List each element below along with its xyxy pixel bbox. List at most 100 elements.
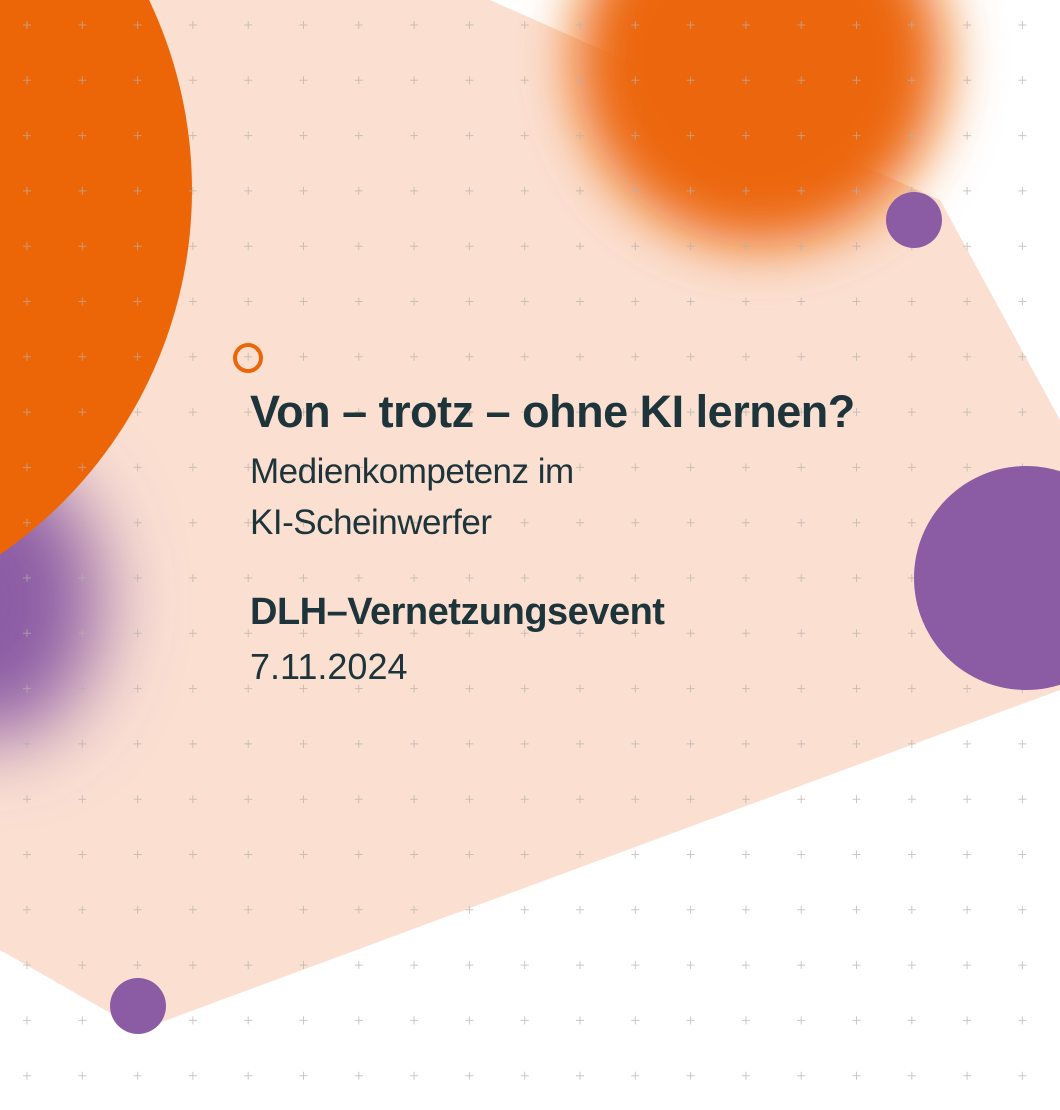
plus-mark bbox=[244, 297, 253, 306]
plus-mark bbox=[23, 463, 31, 472]
plus-mark bbox=[354, 1016, 363, 1025]
plus-mark bbox=[133, 242, 142, 251]
plus-mark bbox=[299, 131, 308, 140]
plus-mark bbox=[1018, 739, 1027, 748]
plus-mark bbox=[631, 186, 640, 195]
plus-mark bbox=[1018, 1016, 1027, 1025]
plus-mark bbox=[852, 795, 861, 804]
plus-mark bbox=[907, 629, 916, 638]
plus-mark bbox=[797, 352, 806, 361]
plus-mark bbox=[852, 961, 861, 970]
purple-dot-top-right bbox=[886, 192, 942, 248]
plus-mark bbox=[963, 463, 972, 472]
plus-mark bbox=[963, 795, 972, 804]
plus-mark bbox=[133, 76, 142, 85]
poster-subtitle-line1: Medienkompetenz im bbox=[250, 452, 574, 491]
plus-mark bbox=[576, 131, 584, 140]
plus-mark bbox=[631, 1071, 640, 1080]
plus-mark bbox=[188, 76, 197, 85]
plus-mark bbox=[686, 297, 695, 306]
plus-mark bbox=[907, 1016, 916, 1025]
plus-mark bbox=[354, 739, 363, 748]
plus-mark bbox=[907, 1071, 916, 1080]
plus-mark bbox=[797, 21, 806, 29]
plus-mark bbox=[78, 905, 87, 914]
plus-mark bbox=[299, 21, 308, 29]
plus-mark bbox=[852, 574, 861, 582]
plus-mark bbox=[907, 352, 916, 361]
plus-mark bbox=[188, 242, 197, 251]
plus-mark bbox=[410, 131, 419, 140]
plus-mark bbox=[576, 629, 584, 638]
plus-mark bbox=[576, 905, 584, 914]
plus-mark bbox=[133, 739, 142, 748]
plus-mark bbox=[520, 1071, 529, 1080]
plus-mark bbox=[576, 242, 584, 251]
plus-mark bbox=[797, 961, 806, 970]
plus-mark bbox=[465, 739, 474, 748]
plus-mark bbox=[631, 850, 640, 859]
plus-mark bbox=[354, 352, 363, 361]
poster-subtitle-line2: KI-Scheinwerfer bbox=[250, 503, 492, 542]
plus-mark bbox=[78, 961, 87, 970]
plus-mark bbox=[244, 905, 253, 914]
plus-mark bbox=[797, 242, 806, 251]
plus-mark bbox=[23, 408, 31, 417]
plus-mark bbox=[78, 739, 87, 748]
plus-mark bbox=[741, 352, 750, 361]
plus-mark bbox=[852, 408, 861, 417]
plus-mark bbox=[852, 21, 861, 29]
plus-mark bbox=[907, 21, 916, 29]
plus-mark bbox=[741, 76, 750, 85]
plus-mark bbox=[23, 684, 31, 693]
plus-mark bbox=[520, 629, 529, 638]
plus-mark bbox=[465, 131, 474, 140]
plus-mark bbox=[1018, 850, 1027, 859]
plus-mark bbox=[576, 408, 584, 417]
event-date: 7.11.2024 bbox=[250, 646, 408, 687]
plus-mark bbox=[797, 297, 806, 306]
plus-mark bbox=[741, 408, 750, 417]
plus-mark bbox=[686, 905, 695, 914]
plus-mark bbox=[797, 850, 806, 859]
plus-mark bbox=[133, 408, 142, 417]
plus-mark bbox=[576, 186, 584, 195]
plus-mark bbox=[963, 684, 972, 693]
plus-mark bbox=[797, 795, 806, 804]
plus-mark bbox=[78, 574, 87, 582]
plus-mark bbox=[465, 795, 474, 804]
plus-mark bbox=[520, 408, 529, 417]
plus-mark bbox=[299, 408, 308, 417]
plus-mark bbox=[354, 629, 363, 638]
plus-mark bbox=[797, 463, 806, 472]
plus-mark bbox=[244, 1016, 253, 1025]
plus-mark bbox=[576, 684, 584, 693]
plus-mark bbox=[299, 76, 308, 85]
plus-mark bbox=[23, 961, 31, 970]
plus-mark bbox=[188, 684, 197, 693]
plus-mark bbox=[1018, 186, 1027, 195]
plus-mark bbox=[244, 76, 253, 85]
plus-mark bbox=[686, 961, 695, 970]
plus-mark bbox=[576, 574, 584, 582]
plus-mark bbox=[520, 463, 529, 472]
plus-mark bbox=[354, 684, 363, 693]
plus-mark bbox=[299, 463, 308, 472]
plus-mark bbox=[465, 1071, 474, 1080]
plus-mark bbox=[188, 1016, 197, 1025]
plus-mark bbox=[852, 186, 861, 195]
plus-mark bbox=[520, 352, 529, 361]
plus-mark bbox=[188, 574, 197, 582]
plus-mark bbox=[631, 739, 640, 748]
plus-mark bbox=[133, 131, 142, 140]
plus-mark bbox=[576, 1071, 584, 1080]
plus-mark bbox=[631, 242, 640, 251]
plus-mark bbox=[23, 629, 31, 638]
plus-mark bbox=[410, 408, 419, 417]
plus-mark bbox=[354, 574, 363, 582]
plus-mark bbox=[23, 905, 31, 914]
plus-mark bbox=[78, 21, 87, 29]
plus-mark bbox=[78, 518, 87, 527]
plus-mark bbox=[133, 463, 142, 472]
plus-mark bbox=[686, 131, 695, 140]
